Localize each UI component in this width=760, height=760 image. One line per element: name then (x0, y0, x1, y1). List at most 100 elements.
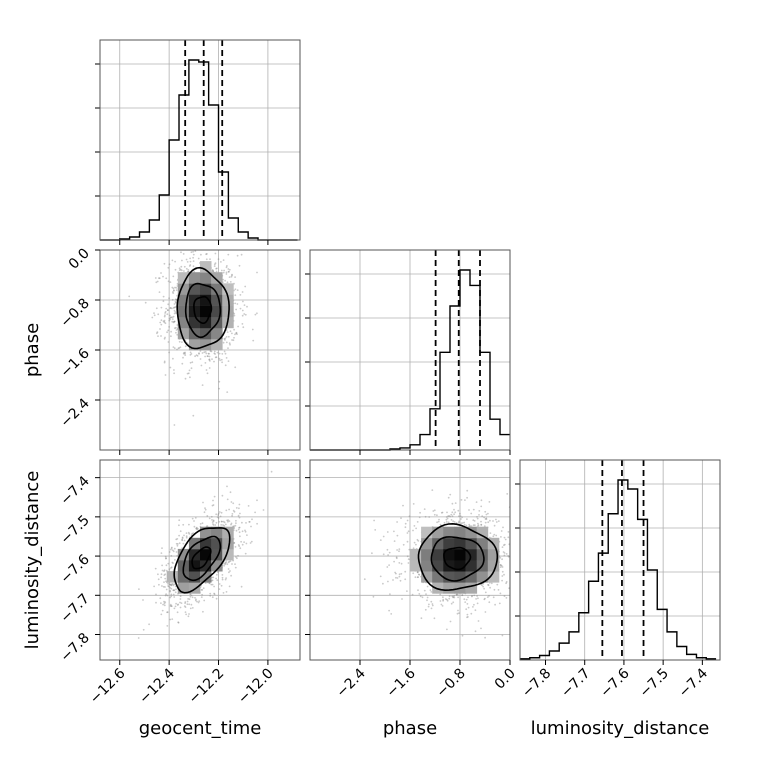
scatter-point (242, 300, 244, 303)
density-cell (421, 571, 433, 583)
scatter-point (169, 318, 172, 321)
scatter-point (243, 313, 246, 315)
scatter-point (213, 263, 216, 266)
scatter-point (393, 540, 396, 542)
scatter-point (474, 609, 477, 612)
scatter-point (485, 517, 488, 520)
scatter-point (467, 606, 470, 609)
scatter-point (167, 280, 170, 283)
scatter-point (451, 595, 454, 598)
density-cell (454, 571, 466, 583)
scatter-point (220, 261, 222, 263)
scatter-point (225, 561, 228, 563)
scatter-point (170, 316, 172, 319)
scatter-point (128, 295, 131, 298)
scatter-point (223, 564, 226, 567)
scatter-point (189, 607, 192, 610)
scatter-point (231, 563, 233, 565)
scatter-point (483, 516, 485, 519)
scatter-point (213, 592, 216, 595)
scatter-point (180, 602, 183, 604)
scatter-point (484, 611, 487, 613)
scatter-point (235, 556, 237, 558)
scatter-point (164, 322, 167, 325)
scatter-point (511, 515, 513, 517)
scatter-point (218, 511, 221, 513)
scatter-point (163, 570, 165, 573)
scatter-point (239, 294, 242, 296)
density-cell (465, 571, 478, 583)
y-tick-label-phase: 0.0 (66, 246, 93, 273)
scatter-point (185, 536, 188, 539)
scatter-point (228, 520, 231, 522)
y-tick-label-phase: −2.4 (57, 395, 92, 430)
scatter-point (226, 391, 229, 393)
scatter-point (224, 578, 227, 581)
scatter-point (501, 546, 504, 548)
scatter-point (184, 606, 187, 608)
scatter-point (229, 491, 232, 494)
scatter-point (165, 593, 168, 596)
scatter-point (461, 634, 464, 637)
scatter-point (511, 530, 513, 532)
scatter-point (155, 307, 158, 310)
scatter-point (217, 514, 220, 516)
scatter-point (214, 524, 217, 526)
scatter-point (229, 330, 232, 333)
scatter-point (256, 522, 258, 525)
scatter-point (184, 351, 187, 354)
x-tick-label-geocent_time: −12.6 (87, 665, 129, 707)
joint-content (100, 244, 300, 450)
scatter-point (477, 620, 480, 622)
scatter-point (499, 556, 502, 559)
scatter-point (157, 578, 160, 581)
scatter-point (197, 527, 199, 530)
scatter-point (507, 555, 510, 558)
scatter-point (155, 281, 158, 284)
scatter-point (186, 261, 189, 263)
density-cell (476, 537, 489, 550)
scatter-point (184, 601, 187, 603)
scatter-point (501, 558, 503, 561)
x-tick-label-luminosity_distance: −7.7 (558, 666, 593, 701)
scatter-point (208, 358, 211, 361)
scatter-point (400, 562, 403, 565)
scatter-point (465, 598, 468, 601)
scatter-point (492, 520, 494, 522)
scatter-point (388, 564, 390, 566)
scatter-point (448, 515, 451, 517)
scatter-point (213, 244, 215, 246)
scatter-point (166, 313, 169, 316)
density-cell (200, 272, 212, 284)
scatter-point (228, 585, 231, 588)
density-cell (188, 582, 201, 594)
scatter-point (215, 597, 218, 600)
scatter-point (456, 593, 459, 596)
y-axis-label-phase: phase (22, 323, 43, 377)
scatter-point (418, 573, 421, 576)
y-tick-label-luminosity_distance: −7.6 (57, 552, 92, 587)
density-cell (421, 560, 433, 572)
scatter-point (169, 586, 172, 589)
scatter-point (406, 532, 409, 534)
scatter-point (512, 583, 514, 585)
scatter-point (172, 287, 175, 290)
scatter-point (215, 521, 218, 524)
density-cell (200, 560, 212, 572)
scatter-point (184, 345, 187, 348)
scatter-point (169, 314, 171, 317)
scatter-point (222, 278, 225, 281)
scatter-point (177, 621, 180, 624)
scatter-point (503, 544, 505, 547)
scatter-point (448, 597, 451, 600)
scatter-point (212, 519, 215, 522)
scatter-point (487, 584, 490, 587)
scatter-point (227, 253, 230, 256)
scatter-point (173, 589, 175, 592)
scatter-point (386, 531, 389, 533)
scatter-point (453, 521, 456, 523)
density-cell (200, 526, 212, 539)
scatter-point (190, 594, 193, 597)
scatter-point (417, 540, 420, 542)
scatter-point (171, 561, 174, 564)
